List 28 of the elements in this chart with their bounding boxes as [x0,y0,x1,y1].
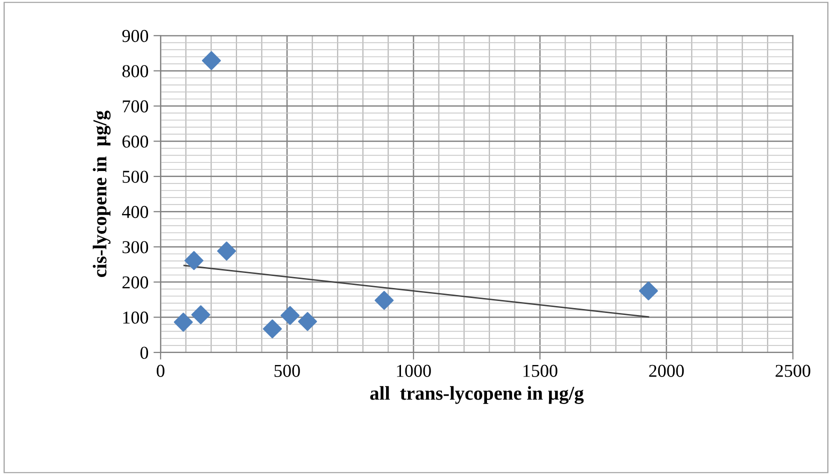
x-tick-label: 1500 [524,364,558,377]
x-tick-label: 0 [156,364,164,377]
y-tick-label: 400 [122,206,148,218]
y-tick-label: 100 [123,312,148,324]
x-tick-label: 500 [274,364,300,377]
x-tick-label: 2000 [649,364,684,377]
y-tick-label: 200 [122,276,148,288]
point [374,290,394,310]
point [280,306,300,325]
point [262,319,282,338]
point [298,312,318,331]
y-tick-label: 500 [122,170,148,183]
y-tick-label: 900 [122,30,148,42]
y-tick-label: 700 [122,100,148,112]
y-axis-title: cis-lycopene in µg/g [92,110,111,278]
point [638,281,658,300]
point [202,51,221,70]
y-tick-label: 800 [122,65,148,78]
y-tick-label: 300 [122,241,148,254]
x-tick-label: 1000 [397,364,431,377]
point [191,305,210,324]
point [217,242,236,261]
point [184,251,204,270]
x-tick-label: 2500 [776,364,810,377]
y-tick-label: 600 [122,135,148,148]
x-axis-title: all trans-lycopene in µg/g [370,386,584,404]
y-tick-label: 0 [140,346,148,359]
point [174,312,193,332]
